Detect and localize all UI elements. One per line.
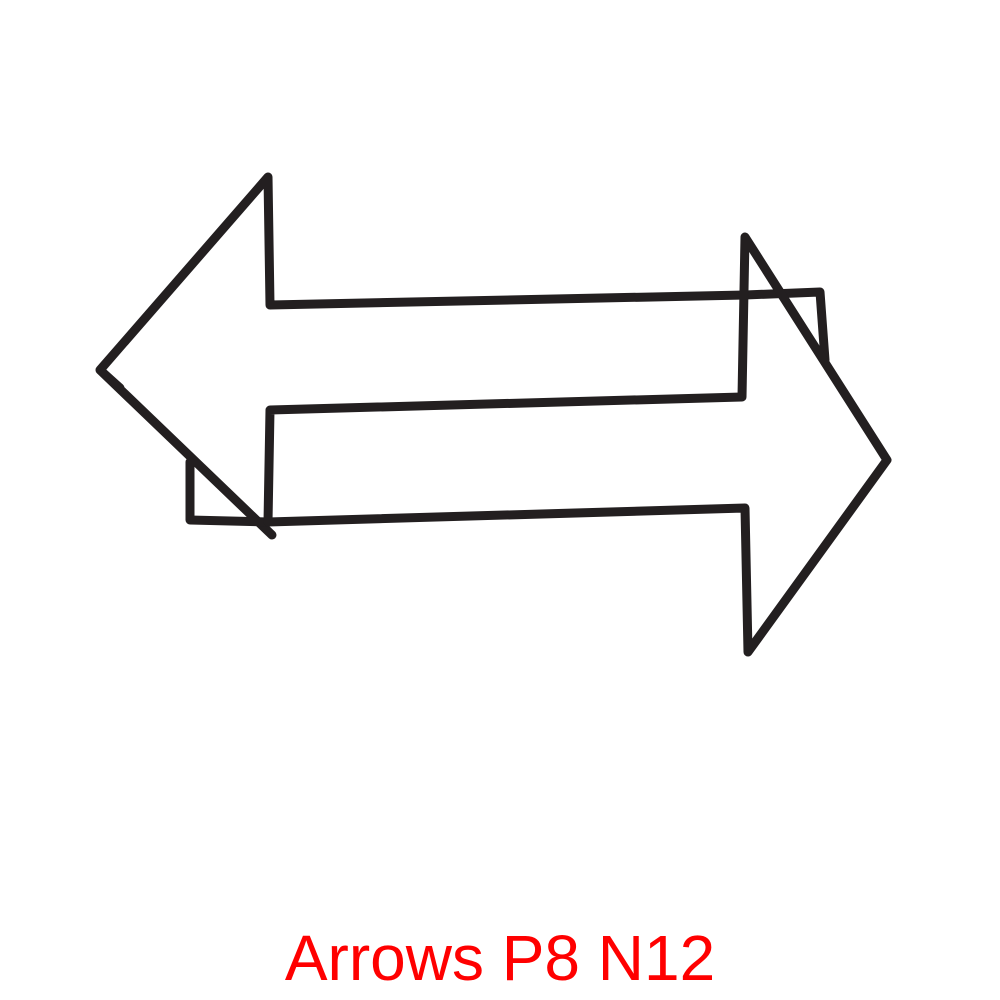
left-arrow-icon (95, 172, 830, 540)
right-arrow-icon (263, 232, 892, 657)
caption-label: Arrows P8 N12 (284, 922, 716, 994)
